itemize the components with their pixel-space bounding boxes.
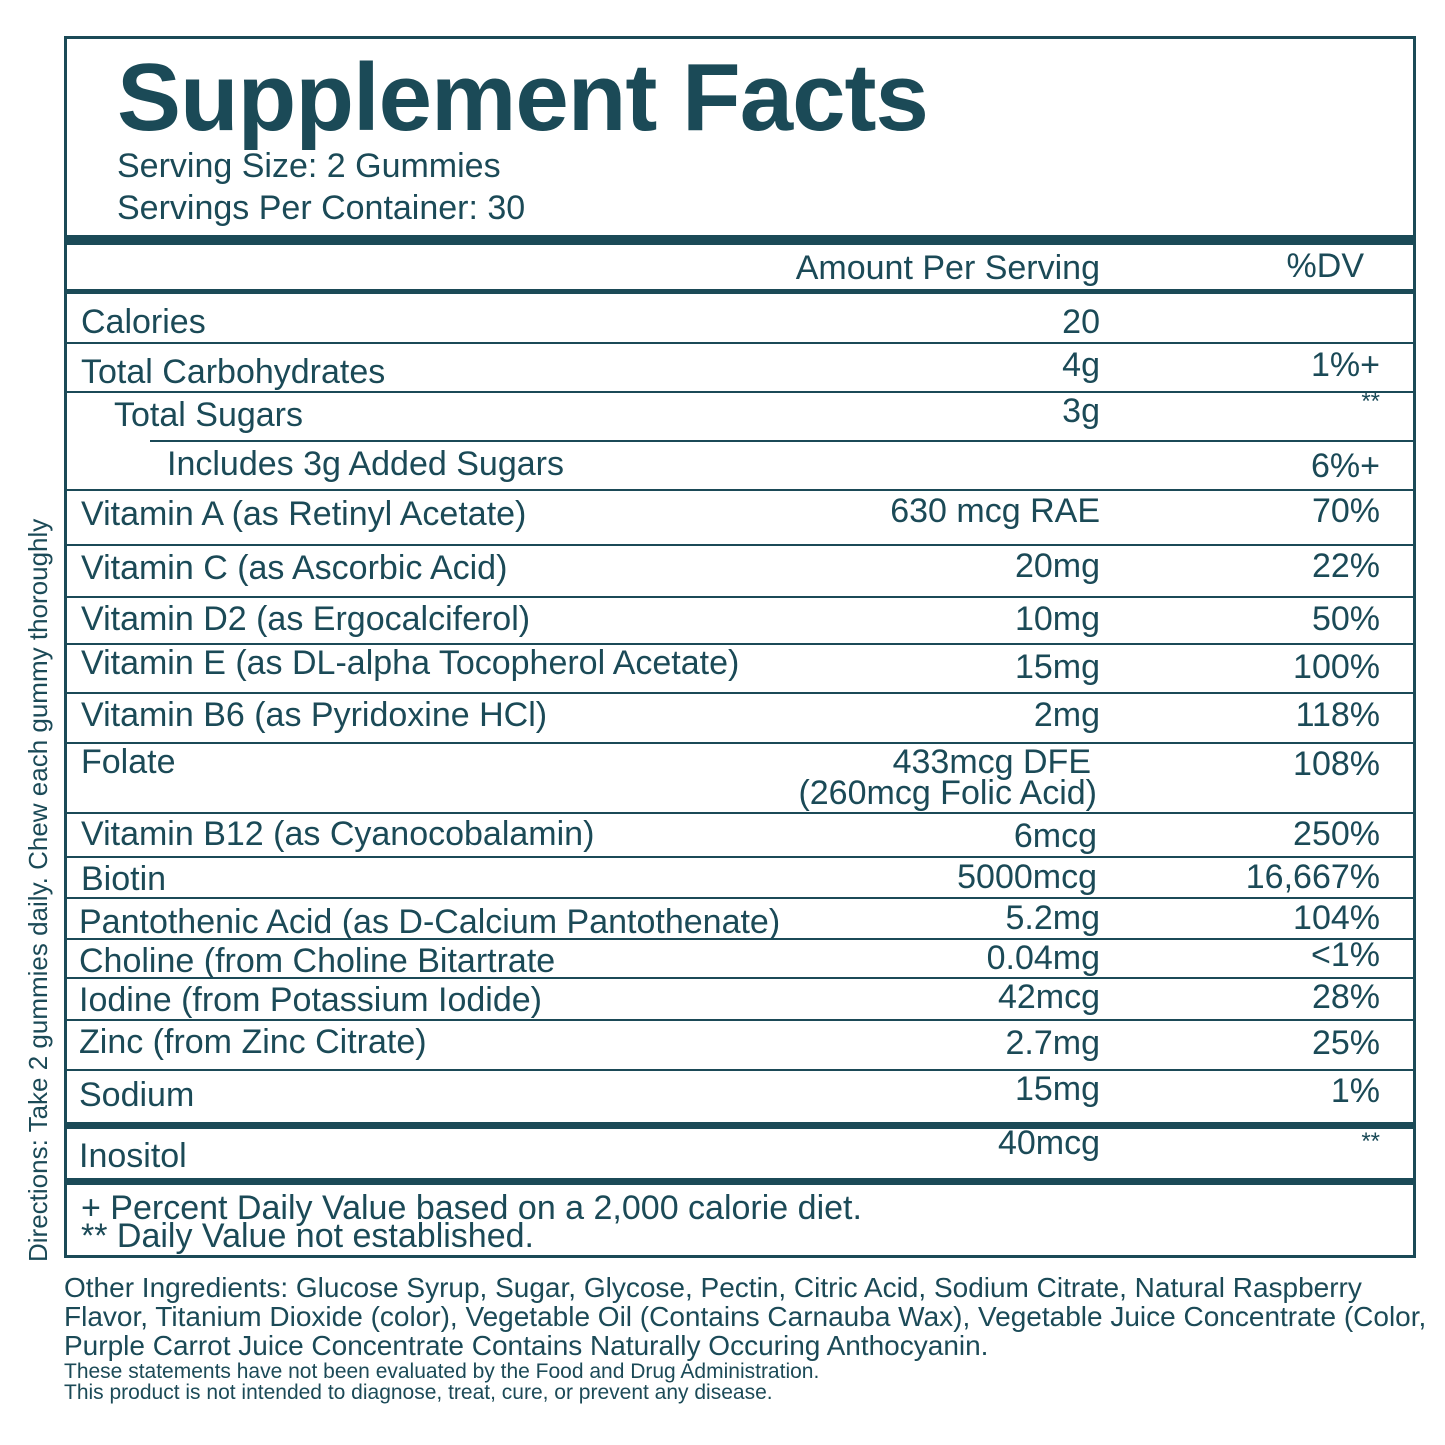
nutrient-dv: 118% <box>1295 696 1380 734</box>
servings-per-container: Servings Per Container: 30 <box>117 189 526 227</box>
nutrient-name: Includes 3g Added Sugars <box>167 445 564 483</box>
nutrient-dv: 250% <box>1293 815 1380 853</box>
nutrient-name: Inositol <box>79 1137 187 1175</box>
nutrient-name: Total Sugars <box>114 396 303 434</box>
other-ingredients: Other Ingredients: Glucose Syrup, Sugar,… <box>64 1272 1427 1361</box>
footnote-percent-dv: + Percent Daily Value based on a 2,000 c… <box>81 1189 862 1227</box>
nutrient-name: Sodium <box>79 1076 195 1114</box>
thick-divider <box>67 235 1413 245</box>
nutrient-dv: 50% <box>1311 600 1380 638</box>
disease-disclaimer: This product is not intended to diagnose… <box>64 1381 773 1404</box>
nutrient-name: Vitamin D2 (as Ergocalciferol) <box>81 600 531 638</box>
thick-divider <box>67 1122 1413 1129</box>
nutrient-amount: 10mg <box>1014 600 1100 638</box>
nutrient-name: Vitamin B12 (as Cyanocobalamin) <box>81 815 595 853</box>
nutrient-row: Folate 433mcg DFE (260mcg Folic Acid) 10… <box>67 744 1413 814</box>
thick-divider <box>67 1178 1413 1185</box>
nutrient-dv: ** <box>1361 1128 1380 1155</box>
nutrient-dv: 28% <box>1311 978 1380 1016</box>
nutrient-row: Pantothenic Acid (as D-Calcium Pantothen… <box>67 899 1413 940</box>
nutrient-name: Biotin <box>81 860 167 898</box>
dv-header: %DV <box>1286 247 1364 285</box>
nutrient-name: Vitamin A (as Retinyl Acetate) <box>81 495 527 533</box>
nutrient-amount: 20mg <box>1014 547 1100 585</box>
nutrient-amount: 40mcg <box>997 1124 1100 1162</box>
nutrient-row: Includes 3g Added Sugars 6%+ <box>67 442 1413 491</box>
nutrient-row: Biotin 5000mcg 16,667% <box>67 858 1413 899</box>
nutrient-row: Total Sugars 3g ** <box>114 389 1413 442</box>
nutrient-dv: 22% <box>1311 547 1380 585</box>
nutrient-amount: 4g <box>1062 346 1100 384</box>
nutrient-dv: 6%+ <box>1311 447 1380 485</box>
nutrient-row: Choline (from Choline Bitartrate 0.04mg … <box>67 936 1413 980</box>
nutrient-dv: 1%+ <box>1311 346 1380 384</box>
nutrient-amount: 6mcg <box>1013 817 1097 855</box>
nutrient-row: Zinc (from Zinc Citrate) 2.7mg 25% <box>67 1021 1413 1071</box>
nutrient-name: Folate <box>81 743 176 781</box>
nutrient-name: Vitamin B6 (as Pyridoxine HCl) <box>81 696 548 734</box>
nutrient-amount: 5.2mg <box>1005 899 1101 937</box>
nutrient-row: Vitamin C (as Ascorbic Acid) 20mg 22% <box>67 546 1413 598</box>
nutrient-row: Vitamin A (as Retinyl Acetate) 630 mcg R… <box>67 491 1413 546</box>
nutrient-row: Vitamin B6 (as Pyridoxine HCl) 2mg 118% <box>67 694 1413 744</box>
nutrient-amount: 15mg <box>1014 1070 1100 1108</box>
nutrient-dv: 104% <box>1293 899 1380 937</box>
directions-text: Directions: Take 2 gummies daily. Chew e… <box>23 518 53 1262</box>
amount-per-serving-header: Amount Per Serving <box>795 249 1100 287</box>
nutrient-name: Choline (from Choline Bitartrate <box>79 942 556 980</box>
nutrient-amount: 15mg <box>1014 648 1100 686</box>
nutrient-row: Inositol 40mcg ** <box>67 1125 1413 1179</box>
panel-title: Supplement Facts <box>117 44 929 151</box>
footnote-dv-not-established: ** Daily Value not established. <box>81 1217 534 1255</box>
nutrient-name: Iodine (from Potassium Iodide) <box>79 981 542 1019</box>
nutrient-name: Pantothenic Acid (as D-Calcium Pantothen… <box>79 903 781 941</box>
nutrient-dv: 16,667% <box>1245 858 1380 896</box>
nutrient-dv: 108% <box>1293 745 1380 783</box>
nutrient-dv: 70% <box>1311 492 1380 530</box>
nutrient-amount: 2mg <box>1033 696 1100 734</box>
nutrient-row: Vitamin E (as DL-alpha Tocopherol Acetat… <box>67 645 1413 694</box>
nutrient-row: Iodine (from Potassium Iodide) 42mcg 28% <box>67 979 1413 1021</box>
nutrient-dv: 25% <box>1311 1024 1380 1062</box>
nutrient-name: Vitamin C (as Ascorbic Acid) <box>81 549 508 587</box>
nutrient-dv: ** <box>1361 388 1380 415</box>
header-divider <box>67 289 1413 294</box>
nutrient-row: Sodium 15mg 1% <box>67 1071 1413 1121</box>
nutrient-row: Calories 20 <box>67 294 1413 344</box>
nutrient-row: Vitamin D2 (as Ergocalciferol) 10mg 50% <box>67 598 1413 645</box>
nutrient-name: Total Carbohydrates <box>81 353 386 391</box>
nutrient-name: Calories <box>81 303 206 341</box>
supplement-facts-panel: Supplement Facts Serving Size: 2 Gummies… <box>64 36 1416 1258</box>
nutrient-row: Vitamin B12 (as Cyanocobalamin) 6mcg 250… <box>67 814 1413 858</box>
nutrient-amount: 0.04mg <box>986 939 1100 977</box>
nutrient-row: Total Carbohydrates 4g 1%+ <box>67 344 1413 393</box>
nutrient-dv: 1% <box>1330 1072 1380 1110</box>
nutrient-amount: 433mcg DFE <box>892 743 1091 781</box>
nutrient-amount-detail: (260mcg Folic Acid) <box>798 774 1097 812</box>
nutrient-dv: <1% <box>1311 936 1380 974</box>
nutrient-amount: 3g <box>1062 392 1100 430</box>
nutrient-dv: 100% <box>1293 648 1380 686</box>
nutrient-amount: 5000mcg <box>957 858 1097 896</box>
nutrient-amount: 42mcg <box>997 978 1100 1016</box>
fda-disclaimer: These statements have not been evaluated… <box>64 1360 820 1383</box>
nutrient-name: Zinc (from Zinc Citrate) <box>79 1023 427 1061</box>
serving-size: Serving Size: 2 Gummies <box>117 147 501 185</box>
nutrient-amount: 20 <box>1062 303 1100 341</box>
nutrient-name: Vitamin E (as DL-alpha Tocopherol Acetat… <box>81 644 740 682</box>
nutrient-amount: 630 mcg RAE <box>890 492 1100 530</box>
nutrient-amount: 2.7mg <box>1005 1024 1101 1062</box>
